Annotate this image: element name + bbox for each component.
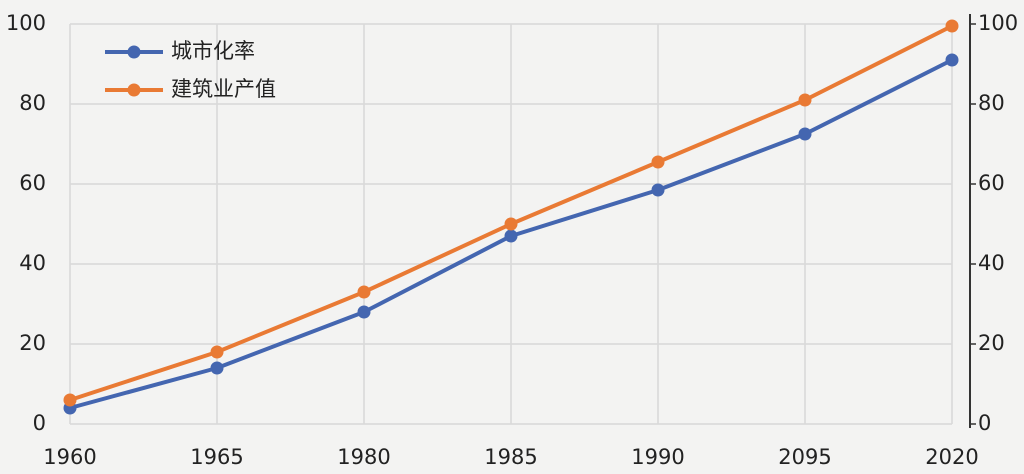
y-tick-label: 60 [19, 171, 46, 195]
point [504, 217, 518, 231]
point [798, 127, 812, 141]
y-tick-label: 100 [6, 11, 46, 35]
x-tick-label: 2095 [778, 445, 831, 469]
point [63, 393, 77, 407]
y-tick-label: 20 [19, 331, 46, 355]
legend-marker [127, 45, 141, 59]
y-tick-label: 80 [19, 91, 46, 115]
y-tick-label: 0 [33, 411, 46, 435]
y2-tick-label: 20 [978, 331, 1005, 355]
legend-marker [127, 83, 141, 97]
x-tick-label: 1980 [337, 445, 390, 469]
point [651, 183, 665, 197]
point [945, 53, 959, 67]
point [798, 93, 812, 107]
y2-tick-label: 60 [978, 171, 1005, 195]
y2-tick-label: 80 [978, 91, 1005, 115]
point [651, 155, 665, 169]
x-tick-label: 1965 [190, 445, 243, 469]
x-tick-label: 2020 [925, 445, 978, 469]
point [504, 229, 518, 243]
y2-tick-label: 0 [978, 411, 991, 435]
legend-label: 建筑业产值 [171, 77, 276, 101]
y-tick-label: 40 [19, 251, 46, 275]
legend-label: 城市化率 [171, 39, 255, 63]
y2-tick-label: 40 [978, 251, 1005, 275]
x-tick-label: 1990 [631, 445, 684, 469]
point [357, 285, 371, 299]
x-tick-label: 1985 [484, 445, 537, 469]
point [945, 19, 959, 33]
x-tick-label: 1960 [43, 445, 96, 469]
point [210, 361, 224, 375]
point [357, 305, 371, 319]
y2-tick-label: 100 [978, 11, 1018, 35]
point [210, 345, 224, 359]
